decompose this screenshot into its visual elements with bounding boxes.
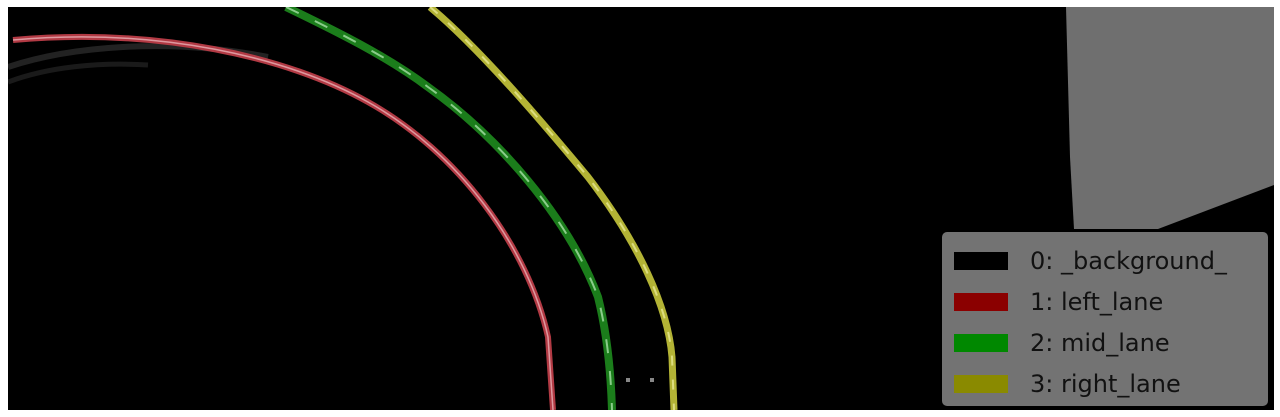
legend-item-right-lane: 3: right_lane: [942, 363, 1268, 404]
legend-swatch: [954, 333, 1008, 352]
legend-label: 0: _background_: [1030, 246, 1227, 275]
noise-streak: [8, 61, 149, 85]
legend: 0: _background_ 1: left_lane 2: mid_lane…: [942, 232, 1268, 406]
legend-item-background: 0: _background_: [942, 240, 1268, 281]
legend-label: 3: right_lane: [1030, 369, 1181, 398]
small-mark: [650, 378, 654, 382]
segmentation-image: 0: _background_ 1: left_lane 2: mid_lane…: [8, 7, 1274, 410]
legend-item-left-lane: 1: left_lane: [942, 281, 1268, 322]
legend-swatch: [954, 251, 1008, 270]
mid-lane-highlight: [285, 7, 613, 410]
legend-label: 1: left_lane: [1030, 287, 1164, 316]
left-lane-line: [12, 33, 556, 410]
legend-item-mid-lane: 2: mid_lane: [942, 322, 1268, 363]
legend-swatch: [954, 292, 1008, 311]
sky-region: [1066, 7, 1274, 229]
lane-scene: [8, 7, 1274, 410]
right-lane-highlight: [429, 7, 675, 410]
legend-label: 2: mid_lane: [1030, 328, 1170, 357]
mid-lane-line: [284, 7, 616, 410]
left-lane-highlight: [12, 36, 554, 410]
small-mark: [626, 378, 630, 382]
legend-swatch: [954, 374, 1008, 393]
